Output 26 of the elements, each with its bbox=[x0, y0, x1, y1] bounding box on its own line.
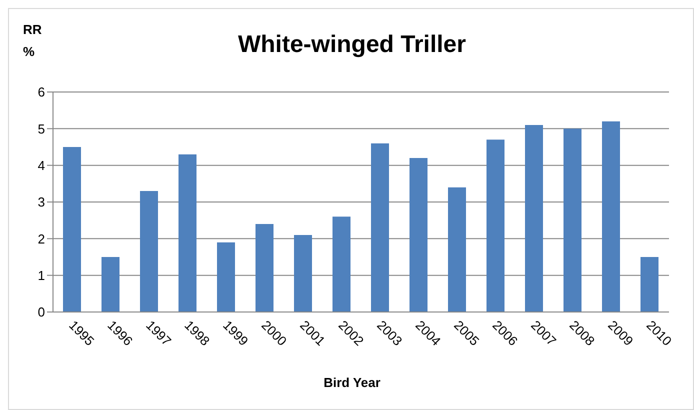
bar bbox=[178, 154, 196, 312]
y-tick-label: 5 bbox=[38, 121, 45, 136]
bar bbox=[486, 140, 504, 312]
bar bbox=[294, 235, 312, 312]
bar bbox=[448, 187, 466, 312]
x-axis-title: Bird Year bbox=[322, 375, 382, 390]
bar bbox=[525, 125, 543, 312]
bar bbox=[256, 224, 274, 312]
bar bbox=[371, 143, 389, 312]
y-axis-title: RR % bbox=[23, 21, 43, 61]
bar bbox=[102, 257, 120, 312]
chart-title: White-winged Triller bbox=[238, 31, 466, 58]
y-tick-label: 6 bbox=[38, 84, 45, 100]
bar bbox=[332, 216, 350, 312]
bar bbox=[63, 147, 81, 312]
bar bbox=[564, 128, 582, 312]
bar bbox=[602, 121, 620, 312]
y-tick-label: 2 bbox=[38, 231, 45, 246]
y-tick-label: 4 bbox=[38, 158, 45, 173]
y-tick-label: 1 bbox=[38, 268, 45, 283]
bar bbox=[140, 191, 158, 312]
bar bbox=[640, 257, 658, 312]
bar bbox=[410, 158, 428, 312]
bar bbox=[217, 242, 235, 312]
y-tick-label: 0 bbox=[38, 304, 45, 320]
y-tick-label: 3 bbox=[38, 194, 45, 210]
